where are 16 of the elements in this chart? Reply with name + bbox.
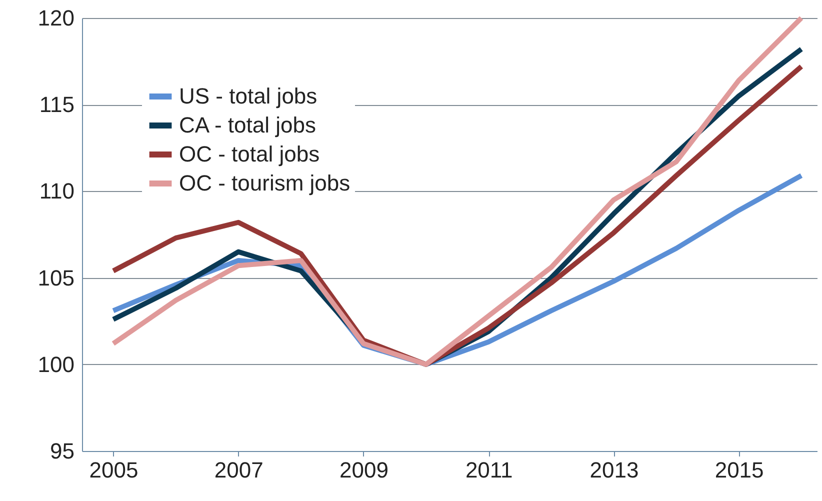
y-tick-label: 115 <box>39 92 74 118</box>
legend-label: OC - tourism jobs <box>179 170 350 196</box>
legend-label: CA - total jobs <box>179 112 316 138</box>
x-tick-label: 2005 <box>89 458 138 482</box>
y-tick-label: 105 <box>38 265 74 290</box>
y-tick-label: 95 <box>50 438 74 464</box>
x-tick-label: 2007 <box>214 458 264 482</box>
y-tick-label: 100 <box>38 352 74 377</box>
x-tick-label: 2013 <box>590 458 639 482</box>
x-tick-label: 2011 <box>465 458 513 482</box>
y-tick-label: 120 <box>38 6 74 30</box>
x-tick-label: 2009 <box>340 458 388 482</box>
legend-label: US - total jobs <box>179 84 318 108</box>
y-tick-label: 110 <box>39 178 74 204</box>
legend-label: OC - total jobs <box>179 142 320 166</box>
x-tick-label: 2015 <box>714 458 764 482</box>
